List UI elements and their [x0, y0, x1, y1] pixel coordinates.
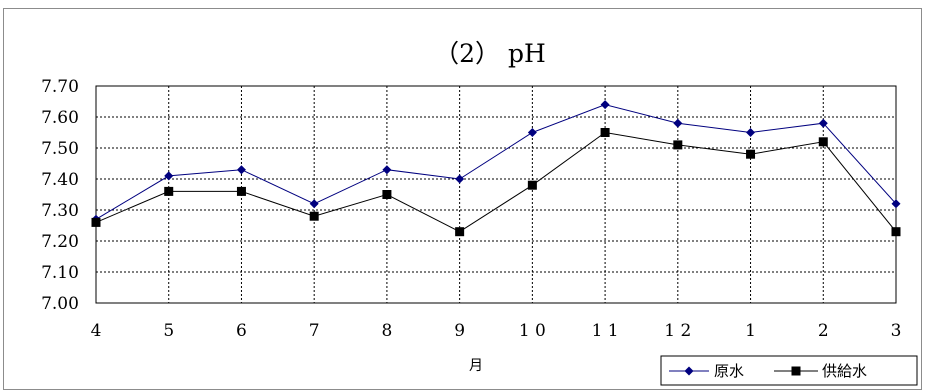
data-point — [527, 128, 537, 137]
x-tick-label: 2 — [818, 321, 829, 341]
data-point — [309, 211, 319, 221]
x-tick-label: 1 — [745, 321, 756, 341]
y-tick-label: 7.00 — [41, 294, 79, 314]
data-point — [746, 149, 756, 159]
legend-diamond-marker — [684, 366, 694, 376]
y-axis-ticks: 7.00 7.10 7.20 7.30 7.40 7.50 7.60 7.70 — [41, 77, 79, 314]
data-point — [455, 174, 465, 184]
y-tick-label: 7.20 — [41, 232, 79, 252]
x-tick-label: 6 — [236, 321, 247, 341]
data-point — [818, 118, 828, 128]
data-point — [455, 227, 465, 237]
legend-label: 供給水 — [822, 362, 867, 380]
chart-frame — [3, 8, 922, 390]
data-point — [164, 186, 174, 196]
data-point — [164, 171, 174, 181]
x-tick-label: 5 — [163, 321, 174, 341]
chart-title: （2） pH — [434, 39, 546, 68]
series-line — [95, 104, 897, 220]
y-tick-label: 7.10 — [41, 263, 79, 283]
series-raw-water — [91, 100, 901, 224]
legend: 原水 供給水 — [660, 355, 918, 386]
data-point — [673, 118, 683, 128]
data-point — [600, 100, 610, 110]
legend-square-marker — [791, 366, 801, 376]
data-point — [891, 199, 901, 209]
data-point — [382, 190, 392, 199]
data-point — [600, 128, 610, 137]
x-axis-label: 月 — [469, 358, 483, 374]
legend-entry: 供給水 — [774, 362, 867, 380]
x-tick-label: 1 0 — [519, 321, 546, 341]
x-tick-label: 7 — [309, 321, 320, 341]
data-point — [891, 227, 901, 237]
x-tick-label: 1 2 — [664, 321, 691, 341]
x-tick-label: 8 — [381, 321, 392, 341]
data-point — [527, 180, 537, 190]
series-supply-water — [91, 128, 901, 237]
data-point — [309, 199, 319, 209]
data-point — [746, 128, 756, 137]
legend-label: 原水 — [714, 362, 744, 380]
data-point — [236, 165, 246, 175]
y-tick-label: 7.30 — [41, 201, 79, 221]
plot-area — [95, 85, 897, 304]
series-layer — [91, 100, 901, 237]
plot-border — [95, 85, 897, 304]
data-point — [236, 186, 246, 196]
x-axis-ticks: 4 5 6 7 8 9 1 0 1 1 1 2 1 2 3 — [91, 321, 902, 341]
y-tick-label: 7.40 — [41, 170, 79, 190]
x-tick-label: 1 1 — [592, 321, 619, 341]
y-tick-label: 7.50 — [41, 139, 79, 159]
data-point — [382, 165, 392, 175]
data-point — [673, 140, 683, 150]
x-tick-label: 4 — [91, 321, 102, 341]
legend-entry: 原水 — [669, 362, 744, 380]
y-tick-label: 7.70 — [41, 77, 79, 97]
y-tick-label: 7.60 — [41, 108, 79, 128]
series-line — [95, 131, 897, 233]
x-tick-label: 3 — [891, 321, 902, 341]
x-tick-label: 9 — [454, 321, 465, 341]
data-point — [91, 217, 101, 227]
data-point — [818, 137, 828, 147]
